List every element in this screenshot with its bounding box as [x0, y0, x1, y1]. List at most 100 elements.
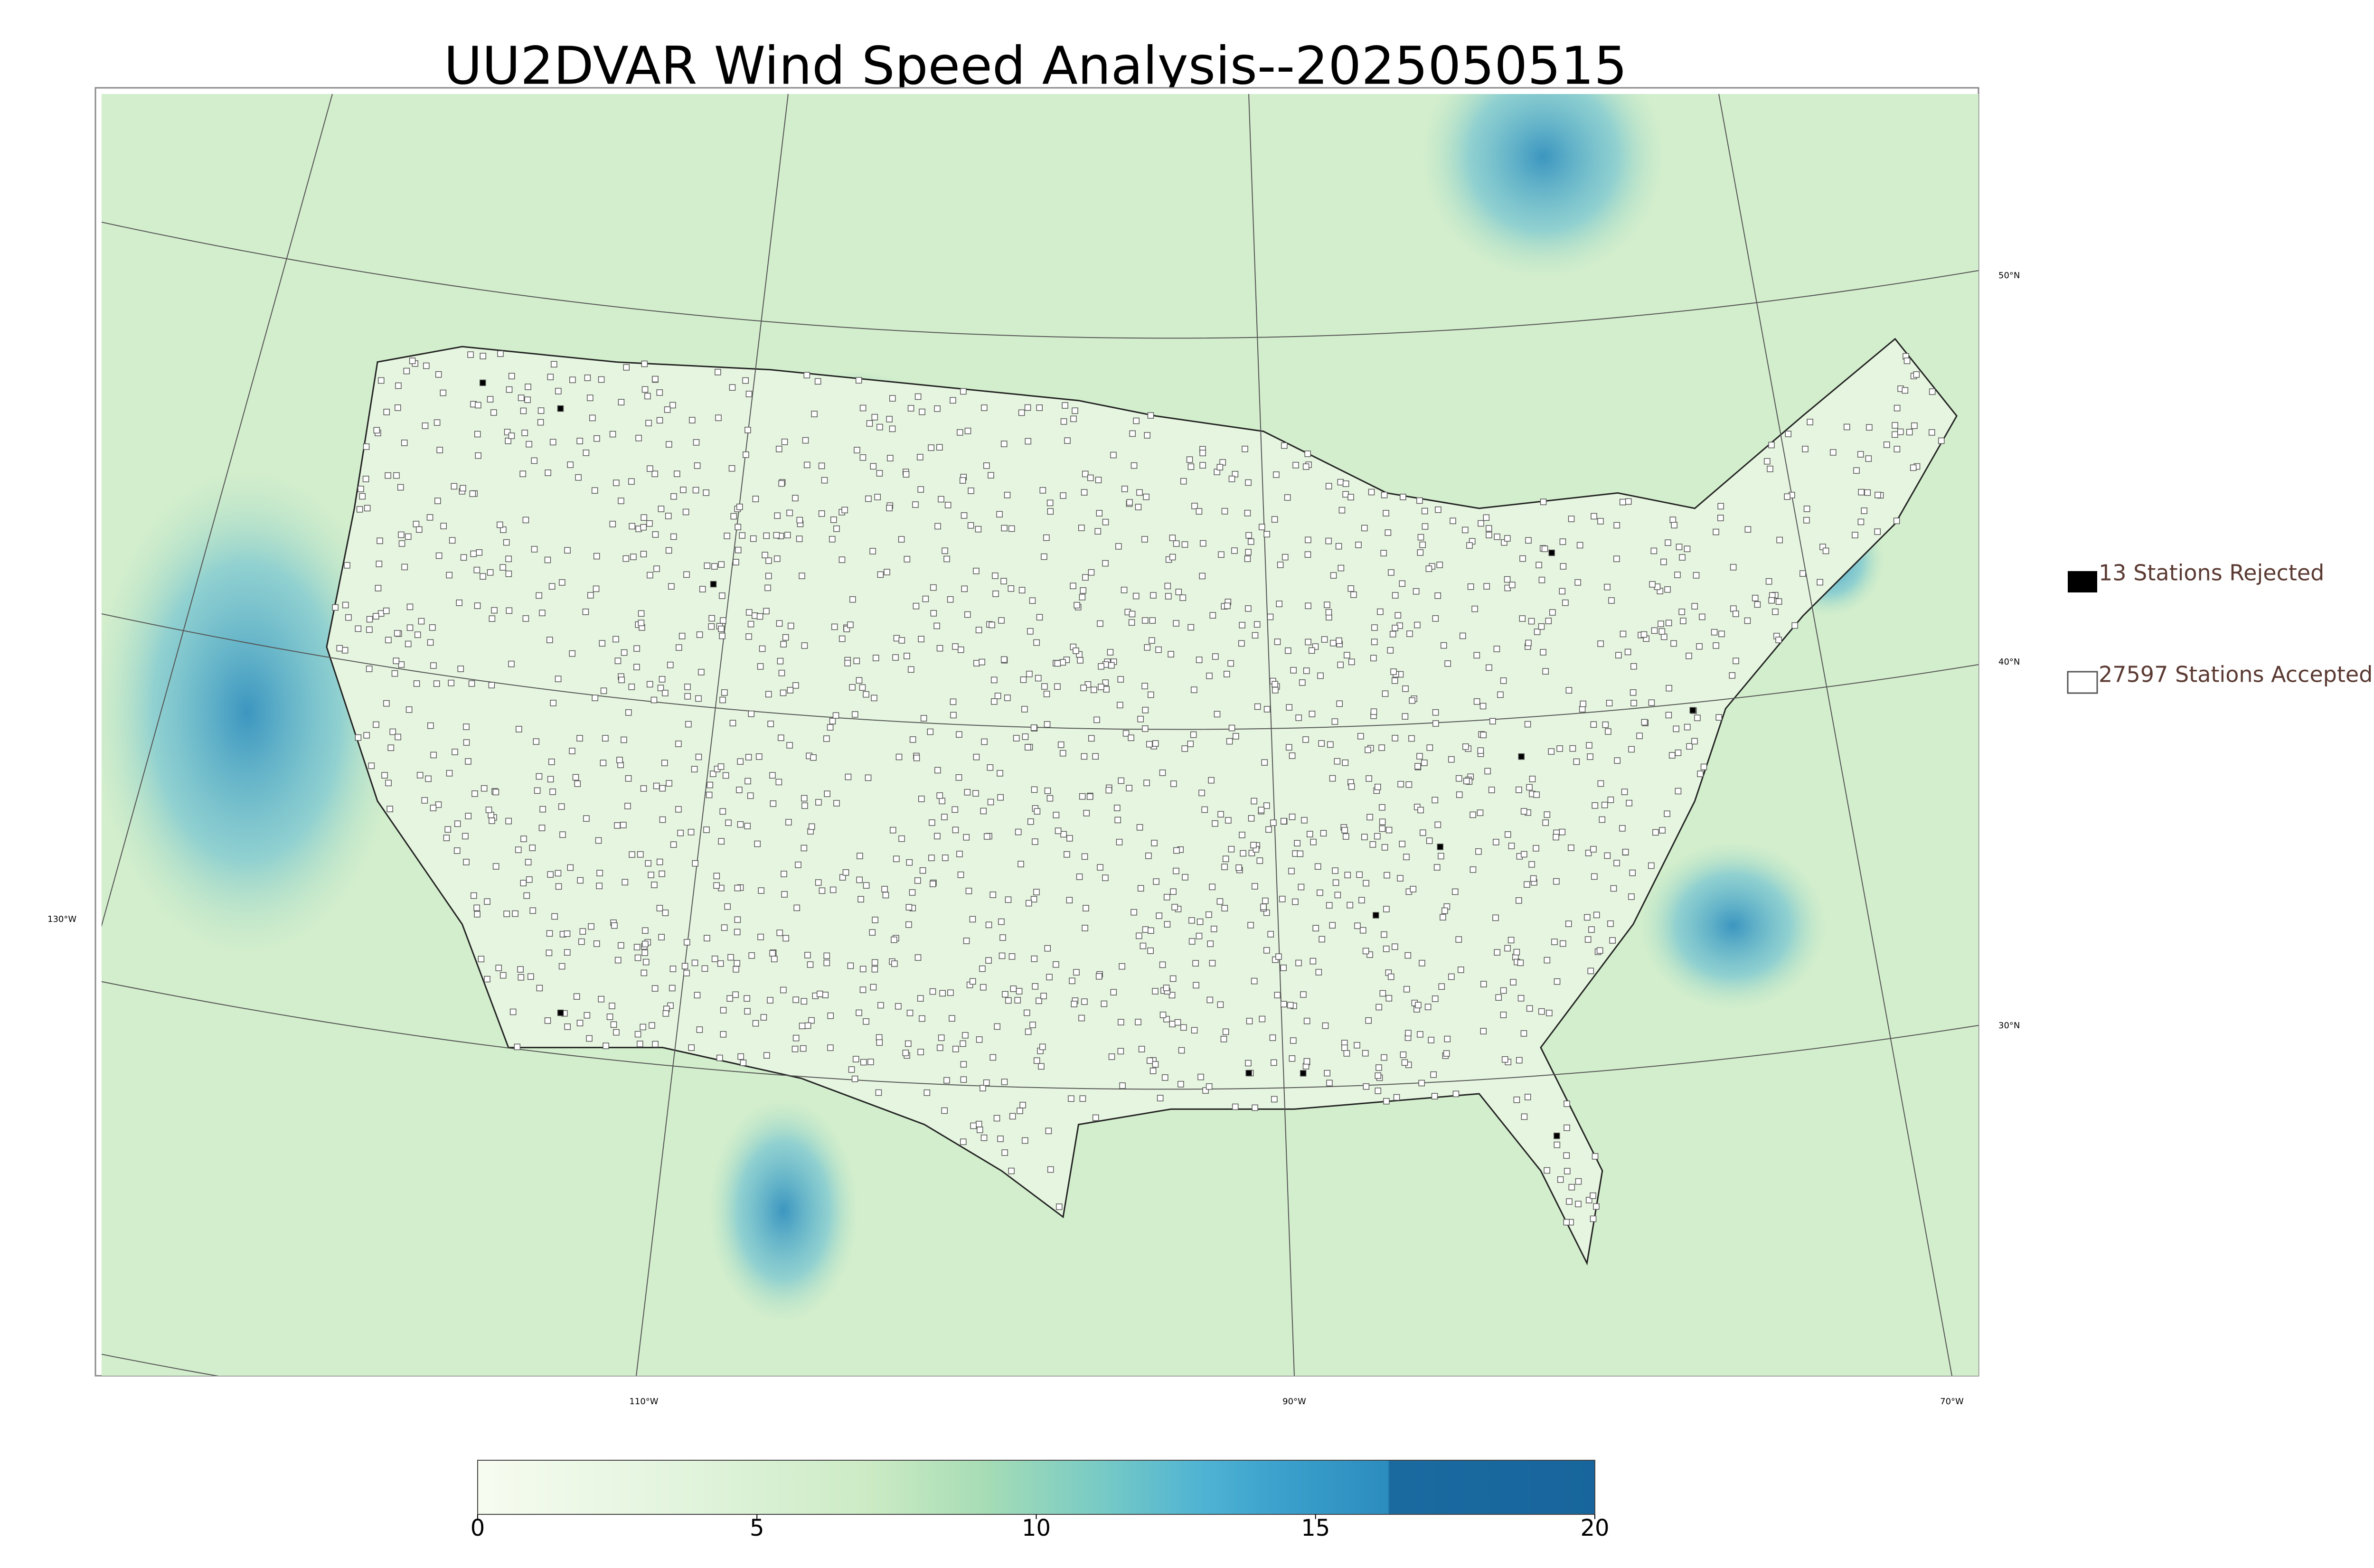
station [1379, 818, 1386, 826]
station [638, 610, 645, 617]
station [1032, 983, 1038, 990]
station [1754, 601, 1761, 608]
station [939, 990, 946, 997]
station [776, 620, 783, 627]
station [815, 879, 822, 886]
station [1680, 618, 1686, 624]
station [468, 680, 475, 687]
station [845, 773, 852, 780]
legend-label: 27597 Stations Accepted [2099, 662, 2373, 687]
station [1448, 756, 1455, 763]
station [1610, 885, 1617, 892]
station [994, 1023, 1000, 1030]
station [1540, 649, 1546, 656]
station [1563, 1219, 1570, 1226]
station [1717, 515, 1724, 521]
station [583, 815, 590, 822]
station [1658, 628, 1666, 635]
station [1392, 592, 1399, 599]
station [1196, 918, 1204, 925]
station [720, 1031, 727, 1038]
station [688, 1044, 695, 1051]
station [1144, 432, 1150, 439]
station [1599, 816, 1606, 823]
station [763, 1052, 770, 1059]
station [596, 883, 603, 889]
station [1271, 1096, 1278, 1103]
station [695, 695, 702, 702]
station [629, 523, 636, 530]
station [1299, 679, 1306, 686]
station [733, 966, 739, 973]
station [715, 414, 722, 421]
station [618, 498, 624, 504]
station [366, 626, 373, 633]
station [1138, 1046, 1145, 1052]
station [1579, 706, 1586, 713]
station [480, 573, 486, 580]
station [1565, 920, 1572, 927]
station [1893, 517, 1900, 524]
station [977, 1127, 983, 1133]
station [1368, 488, 1375, 496]
station [594, 435, 600, 442]
station [792, 495, 799, 502]
station [787, 622, 794, 629]
station [1053, 961, 1059, 968]
station [827, 1044, 834, 1051]
station [1039, 487, 1046, 494]
station [596, 870, 603, 876]
station [1324, 601, 1330, 608]
station [1565, 687, 1573, 694]
station [1817, 579, 1823, 586]
station [1318, 740, 1325, 747]
station [1580, 700, 1587, 707]
station [1330, 572, 1337, 579]
station [1421, 760, 1428, 766]
station [567, 864, 574, 871]
station [965, 888, 972, 894]
station [649, 1022, 655, 1029]
station [1641, 719, 1648, 726]
station [518, 974, 525, 981]
station [920, 715, 927, 722]
station [859, 454, 867, 461]
station [529, 907, 537, 914]
station [1221, 905, 1228, 911]
station [1338, 507, 1346, 514]
station [1397, 781, 1404, 788]
station [1200, 540, 1206, 547]
station [936, 444, 943, 451]
station [1221, 508, 1228, 515]
station [1307, 831, 1313, 837]
station [1438, 983, 1445, 990]
station [1483, 583, 1490, 590]
station [1062, 402, 1068, 409]
station [1397, 875, 1404, 882]
station [1301, 817, 1308, 824]
station [682, 508, 689, 516]
station [756, 613, 763, 620]
station [1664, 810, 1670, 817]
station [871, 959, 878, 966]
station [1210, 926, 1217, 932]
station [1165, 593, 1172, 600]
station [1630, 700, 1637, 706]
station [865, 774, 872, 781]
station [443, 835, 450, 841]
station [648, 872, 654, 878]
station [1383, 1098, 1390, 1105]
station [1008, 953, 1016, 960]
station [886, 416, 893, 423]
station [1146, 741, 1153, 748]
station [675, 806, 682, 813]
station [1592, 802, 1598, 809]
station [638, 620, 645, 626]
station [1034, 808, 1041, 815]
station [904, 653, 910, 659]
station [430, 662, 437, 669]
station [1077, 657, 1083, 664]
station [1199, 462, 1206, 469]
station [572, 774, 579, 781]
station [692, 860, 698, 867]
